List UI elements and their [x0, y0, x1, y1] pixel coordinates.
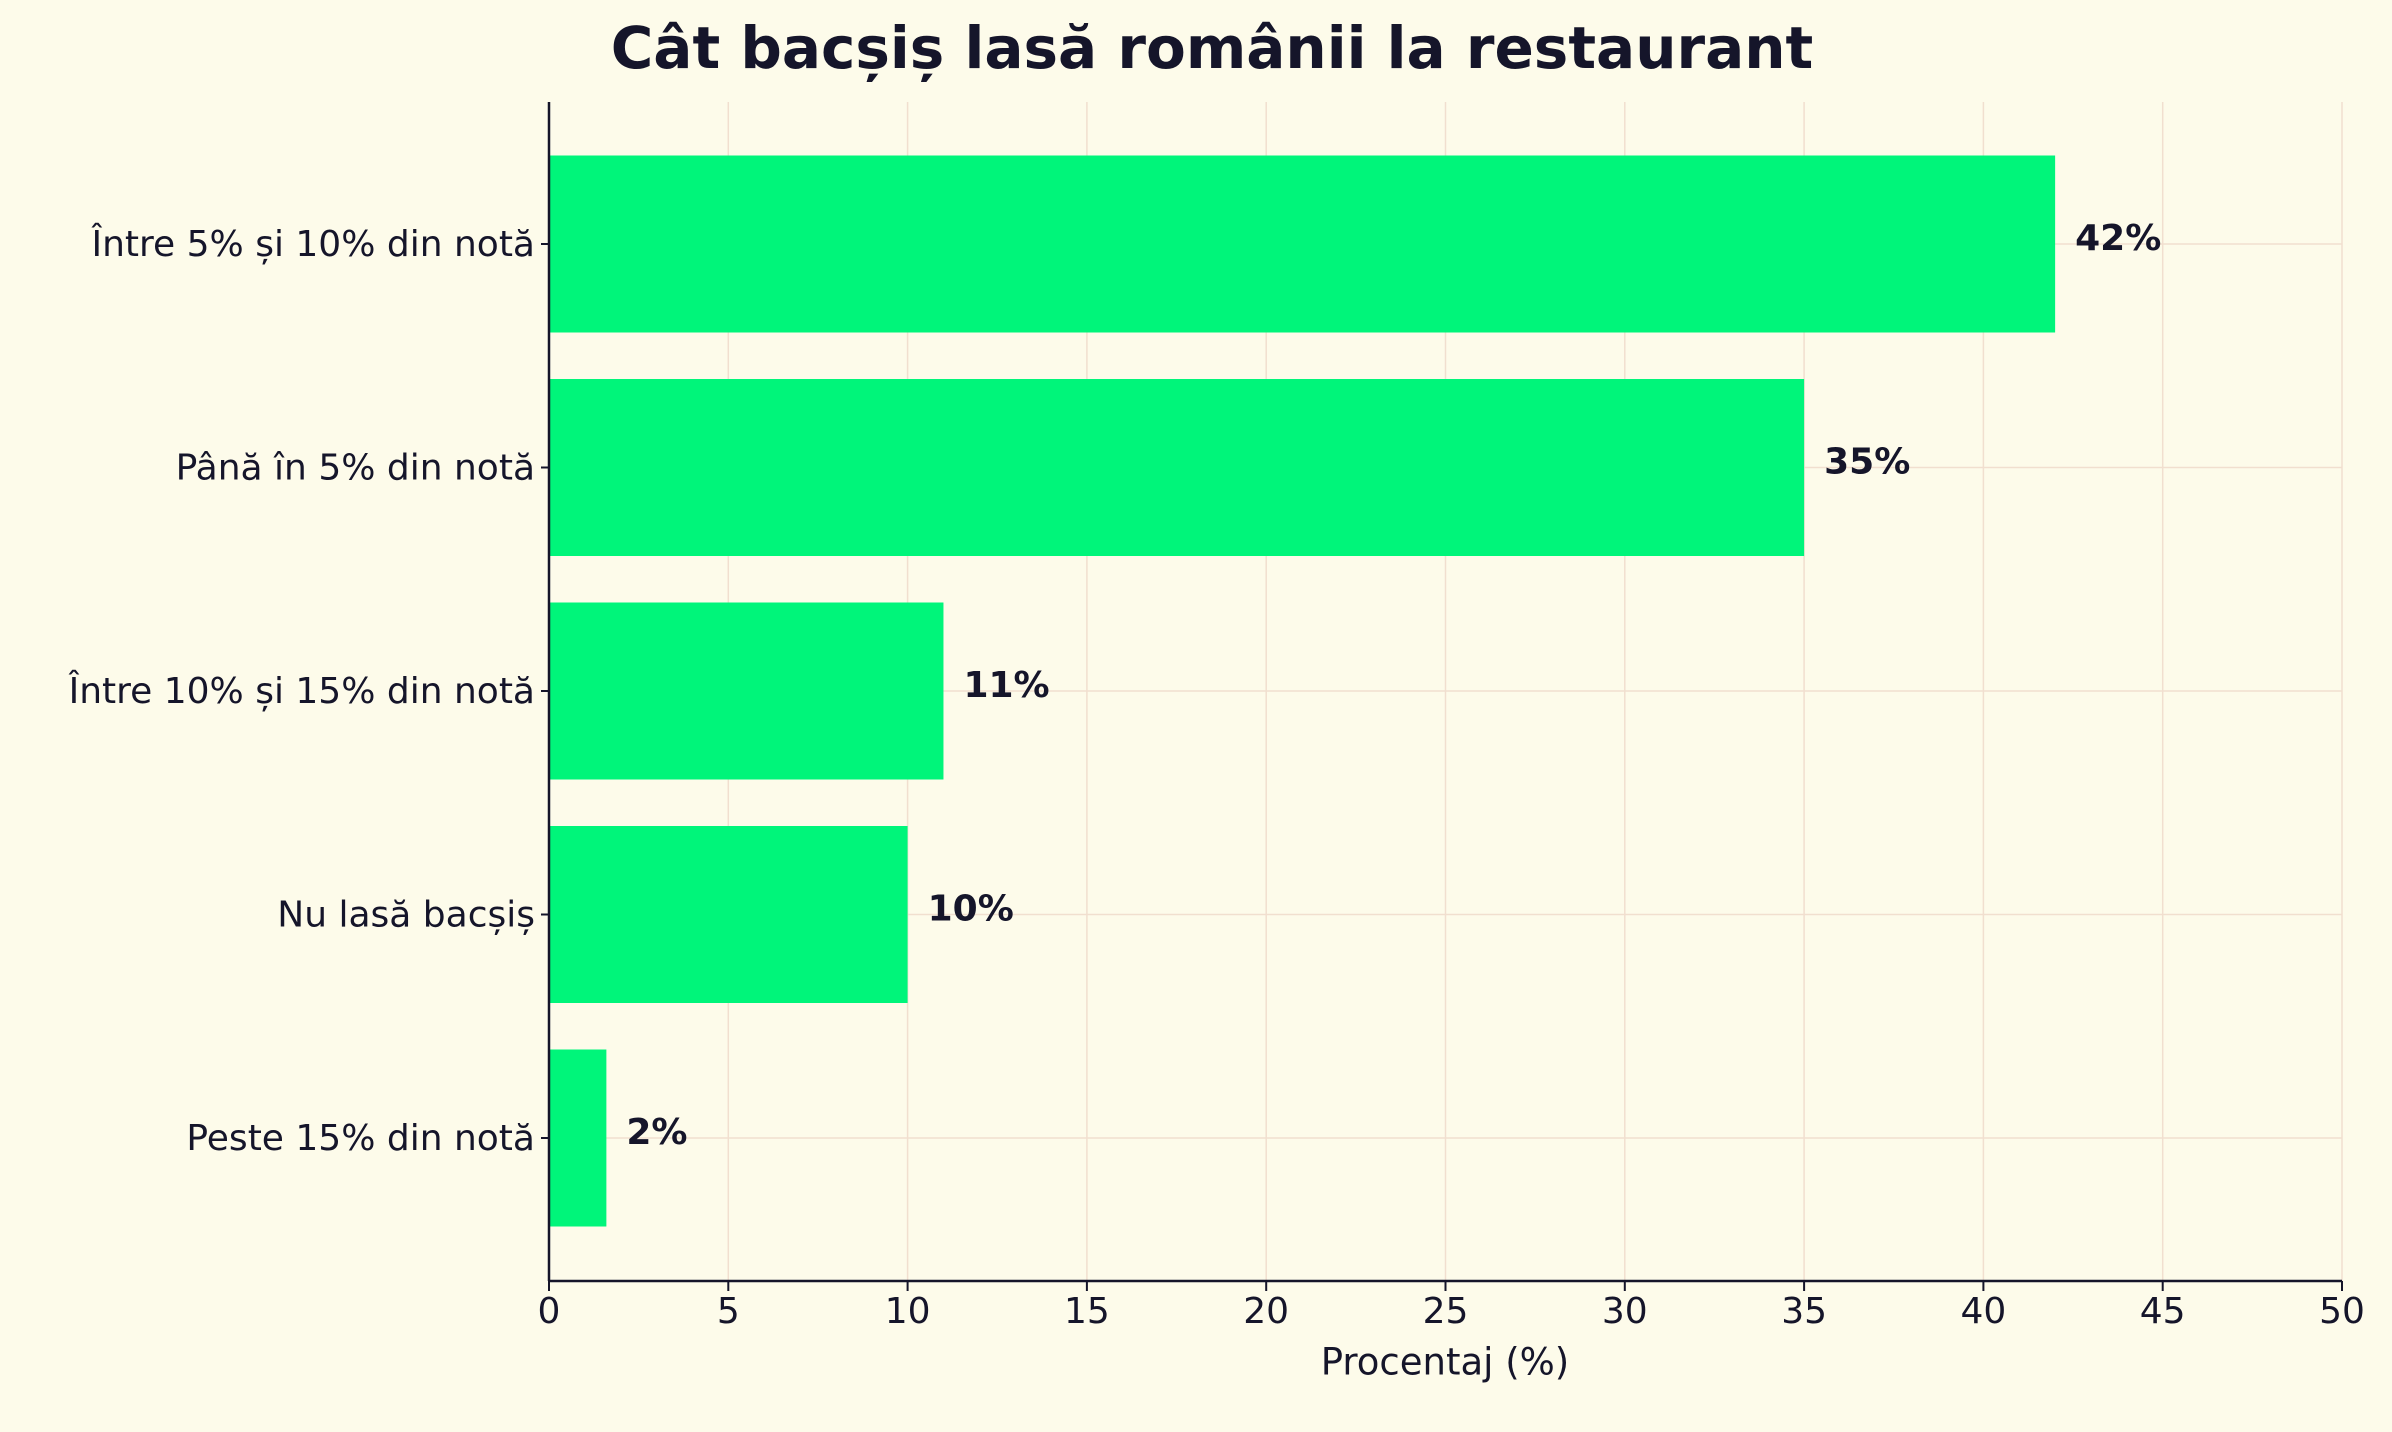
- value-label: 10%: [928, 889, 1014, 930]
- x-tick-label: 20: [1243, 1291, 1289, 1332]
- x-tick-label: 40: [1960, 1291, 2006, 1332]
- x-tick-label: 35: [1781, 1291, 1827, 1332]
- x-tick-label: 15: [1064, 1291, 1110, 1332]
- x-tick-label: 25: [1423, 1291, 1469, 1332]
- value-label: 11%: [963, 665, 1049, 706]
- bar: [549, 602, 944, 780]
- x-tick-label: 0: [538, 1291, 561, 1332]
- y-tick-label: Nu lasă bacșiș: [277, 895, 535, 936]
- bar: [549, 379, 1805, 556]
- bar: [549, 1049, 607, 1227]
- y-tick-label: Între 5% și 10% din notă: [91, 223, 536, 265]
- y-tick-label: Peste 15% din notă: [186, 1118, 535, 1159]
- value-label: 35%: [1824, 442, 1910, 483]
- x-axis-label: Procentaj (%): [1321, 1341, 1570, 1384]
- x-tick-label: 10: [885, 1291, 931, 1332]
- bar: [549, 826, 908, 1003]
- x-tick-label: 30: [1602, 1291, 1648, 1332]
- y-tick-label: Până în 5% din notă: [176, 448, 535, 489]
- x-tick-label: 5: [717, 1291, 740, 1332]
- value-label: 2%: [626, 1112, 687, 1153]
- value-label: 42%: [2075, 218, 2161, 259]
- x-tick-label: 50: [2319, 1291, 2365, 1332]
- bar: [549, 155, 2056, 333]
- chart-title: Cât bacșiș lasă românii la restaurant: [611, 14, 1814, 82]
- y-tick-label: Între 10% și 15% din notă: [68, 670, 535, 712]
- x-tick-label: 45: [2140, 1291, 2186, 1332]
